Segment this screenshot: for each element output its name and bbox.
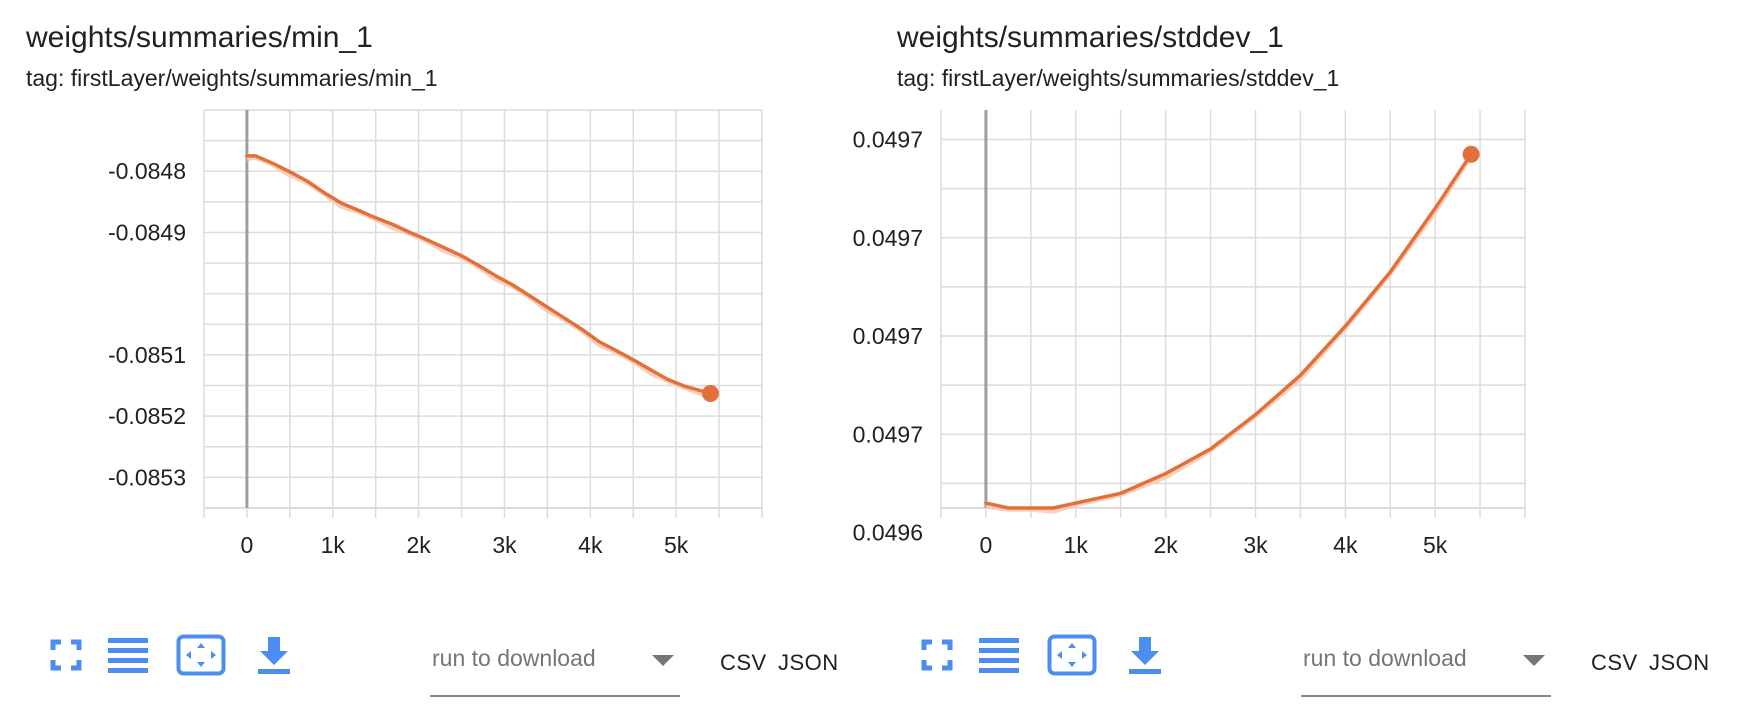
fullscreen-icon [921,639,953,671]
x-tick-label: 1k [1064,532,1089,558]
json-link[interactable]: JSON [1649,650,1710,675]
lines-icon [108,638,148,673]
y-tick-label: -0.0853 [108,464,186,490]
series-line [245,154,713,396]
toggle-log-scale-button[interactable] [973,630,1025,680]
fullscreen-button[interactable] [911,630,963,680]
series-last-point[interactable] [701,384,719,402]
y-tick-label: 0.0497 [853,421,923,447]
x-tick-label: 4k [1333,532,1358,558]
x-tick-label: 5k [664,532,689,558]
y-tick-label: 0.0497 [853,323,923,349]
download-button[interactable] [1119,630,1171,680]
series-raw-line [246,154,711,398]
series-last-point[interactable] [1462,145,1480,163]
chart-title: weights/summaries/stddev_1 [897,21,1284,54]
x-tick-label: 0 [980,532,993,558]
chart-title: weights/summaries/min_1 [26,21,373,54]
download-icon [258,637,290,674]
x-tick-label: 3k [1243,532,1268,558]
y-tick-label: -0.0851 [108,342,186,368]
x-tick-label: 0 [241,532,254,558]
x-tick-label: 5k [1423,532,1448,558]
chevron-down-icon [652,655,674,666]
line-chart[interactable]: 0 1k 2k 3k 4k 5k 0.0497 0.0497 0.0497 0.0497 0.049… [853,0,1731,724]
x-tick-label: 2k [406,532,431,558]
y-tick-label: -0.0848 [108,158,186,184]
csv-link[interactable]: CSV [1591,650,1638,675]
chart-card-stddev: weights/summaries/stddev_1 tag: firstLay… [853,0,1731,724]
fullscreen-icon [50,639,82,671]
csv-link[interactable]: CSV [720,650,767,675]
y-tick-label: 0.0497 [853,225,923,251]
chart-tag: tag: firstLayer/weights/summaries/stddev… [897,65,1340,91]
series-line [984,152,1473,510]
x-tick-label: 1k [321,532,346,558]
lines-icon [979,638,1019,673]
fullscreen-button[interactable] [40,630,92,680]
download-icon [1129,637,1161,674]
line-chart[interactable]: 0 1k 2k 3k 4k 5k -0.0848 -0.0849 -0.0851 -0.0852 -… [0,0,860,724]
download-button[interactable] [248,630,300,680]
x-tick-label: 3k [492,532,517,558]
json-link[interactable]: JSON [778,650,839,675]
y-tick-label: 0.0496 [853,520,923,546]
select-placeholder: run to download [1303,645,1467,671]
y-tick-label: -0.0849 [108,219,186,245]
fit-domain-button[interactable] [175,630,227,680]
series-raw-line [985,154,1474,514]
fit-domain-button[interactable] [1046,630,1098,680]
select-placeholder: run to download [432,645,596,671]
x-tick-label: 2k [1153,532,1178,558]
chart-tag: tag: firstLayer/weights/summaries/min_1 [26,65,438,91]
toggle-log-scale-button[interactable] [102,630,154,680]
y-tick-label: -0.0852 [108,403,186,429]
run-download-select[interactable]: run to download [430,637,680,697]
y-tick-label: 0.0497 [853,126,923,152]
fit-domain-icon [1047,634,1097,676]
run-download-select[interactable]: run to download [1301,637,1551,697]
fit-domain-icon [176,634,226,676]
x-tick-label: 4k [578,532,603,558]
chart-card-min: weights/summaries/min_1 tag: firstLayer/… [0,0,860,724]
chevron-down-icon [1523,655,1545,666]
